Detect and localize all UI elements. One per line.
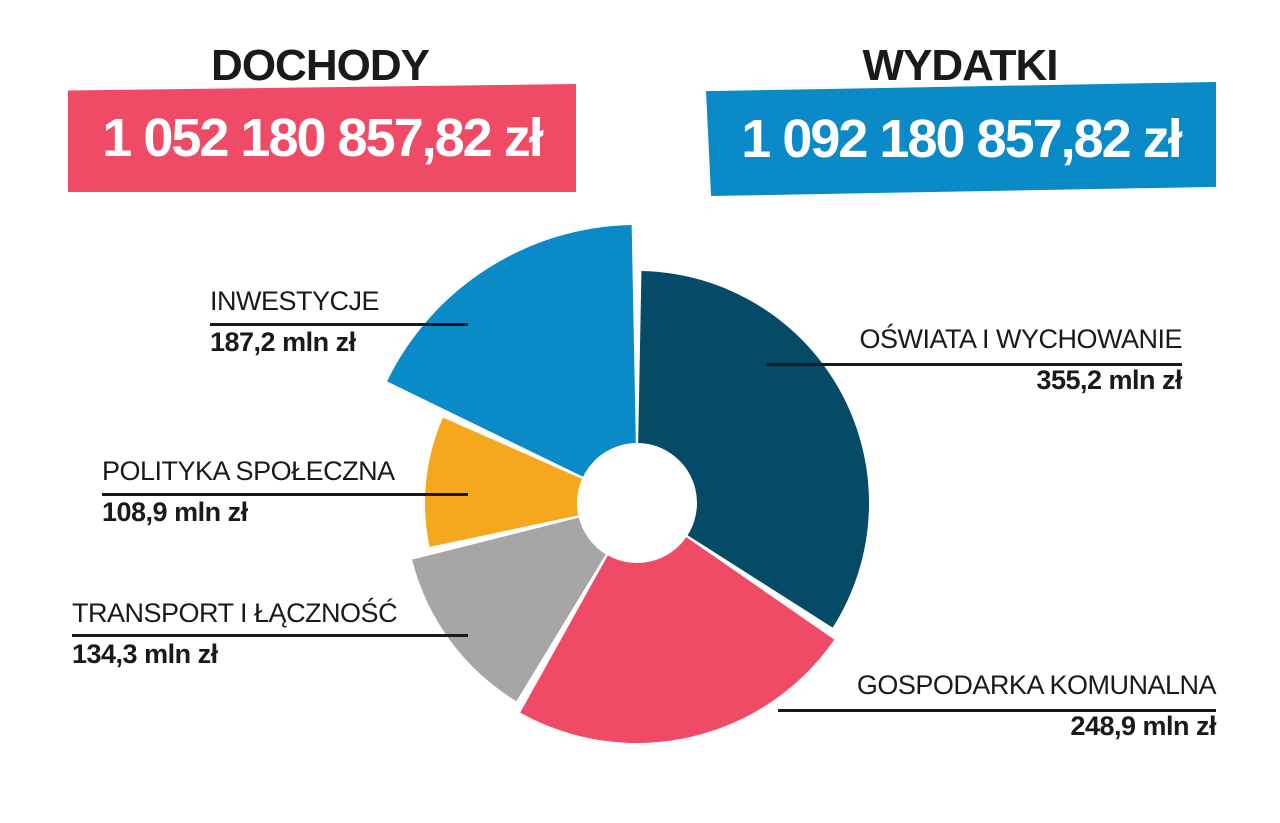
pie-slice-3: [412, 517, 606, 702]
slice-label-oswiata: OŚWIATA I WYCHOWANIE 355,2 mln zł: [820, 326, 1182, 394]
pie-slice-2: [520, 537, 835, 744]
slice-value: 108,9 mln zł: [102, 497, 248, 527]
leader-line: [766, 363, 1182, 366]
slice-label-inwestycje: INWESTYCJE 187,2 mln zł: [210, 286, 380, 357]
leader-line: [778, 709, 1216, 712]
income-amount-banner: 1 052 180 857,82 zł: [68, 84, 576, 192]
leader-line: [210, 323, 468, 326]
slice-value: 355,2 mln zł: [1036, 365, 1182, 395]
pie-slice-1: [638, 271, 870, 628]
slice-label-polityka: POLITYKA SPOŁECZNA 108,9 mln zł: [102, 458, 395, 526]
income-title: DOCHODY: [211, 41, 430, 90]
slice-name: GOSPODARKA KOMUNALNA: [856, 670, 1217, 700]
slice-name: OŚWIATA I WYCHOWANIE: [859, 324, 1182, 354]
leader-line: [102, 493, 468, 496]
pie-slice-4: [425, 417, 583, 547]
pie-slice-5: [387, 225, 636, 477]
slice-name: TRANSPORT I ŁĄCZNOŚĆ: [72, 598, 398, 628]
slice-label-gospodarka: GOSPODARKA KOMUNALNA 248,9 mln zł: [820, 670, 1217, 741]
leader-line: [72, 634, 468, 637]
expenses-amount-banner: 1 092 180 857,82 zł: [706, 82, 1216, 196]
slice-name: INWESTYCJE: [210, 286, 380, 316]
slice-value: 248,9 mln zł: [1070, 711, 1216, 741]
slice-value: 134,3 mln zł: [72, 639, 218, 669]
slice-name: POLITYKA SPOŁECZNA: [102, 456, 395, 486]
slice-value: 187,2 mln zł: [210, 327, 356, 357]
expenses-title: WYDATKI: [862, 41, 1058, 90]
slice-label-transport: TRANSPORT I ŁĄCZNOŚĆ 134,3 mln zł: [72, 598, 398, 669]
